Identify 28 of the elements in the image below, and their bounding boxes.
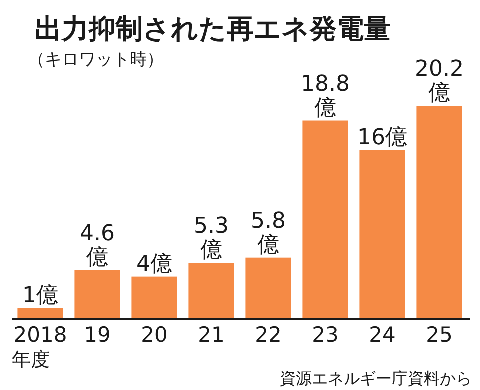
bar <box>416 106 462 319</box>
data-label: 16億 <box>358 125 408 150</box>
bar <box>360 150 406 319</box>
bar <box>246 258 292 319</box>
x-axis-title: 年度 <box>12 349 50 371</box>
bar <box>132 276 178 319</box>
data-label: 20.2億 <box>415 57 464 106</box>
x-tick-label: 2018 <box>14 323 68 347</box>
data-label: 5.8億 <box>251 208 286 258</box>
x-tick-label: 20 <box>141 323 168 347</box>
x-tick-label: 21 <box>198 323 225 347</box>
chart-title: 出力抑制された再エネ発電量 <box>35 14 391 45</box>
bar <box>18 308 64 319</box>
x-tick-label: 23 <box>312 323 339 347</box>
data-label: 5.3億 <box>194 214 229 264</box>
data-label: 4.6億 <box>80 221 115 270</box>
bar <box>302 120 348 319</box>
bar <box>188 263 234 319</box>
text: 資源エネルギー庁資料から <box>280 369 472 388</box>
x-tick-label: 25 <box>426 323 453 347</box>
bar <box>74 270 120 319</box>
x-tick-label: 24 <box>369 323 396 347</box>
chart-subtitle: （キロワット時） <box>28 50 164 70</box>
x-tick-label: 22 <box>255 323 282 347</box>
data-label: 1億 <box>22 283 58 308</box>
data-label: 4億 <box>136 252 172 277</box>
x-tick-label: 19 <box>84 323 111 347</box>
data-label: 18.8億 <box>301 72 350 121</box>
